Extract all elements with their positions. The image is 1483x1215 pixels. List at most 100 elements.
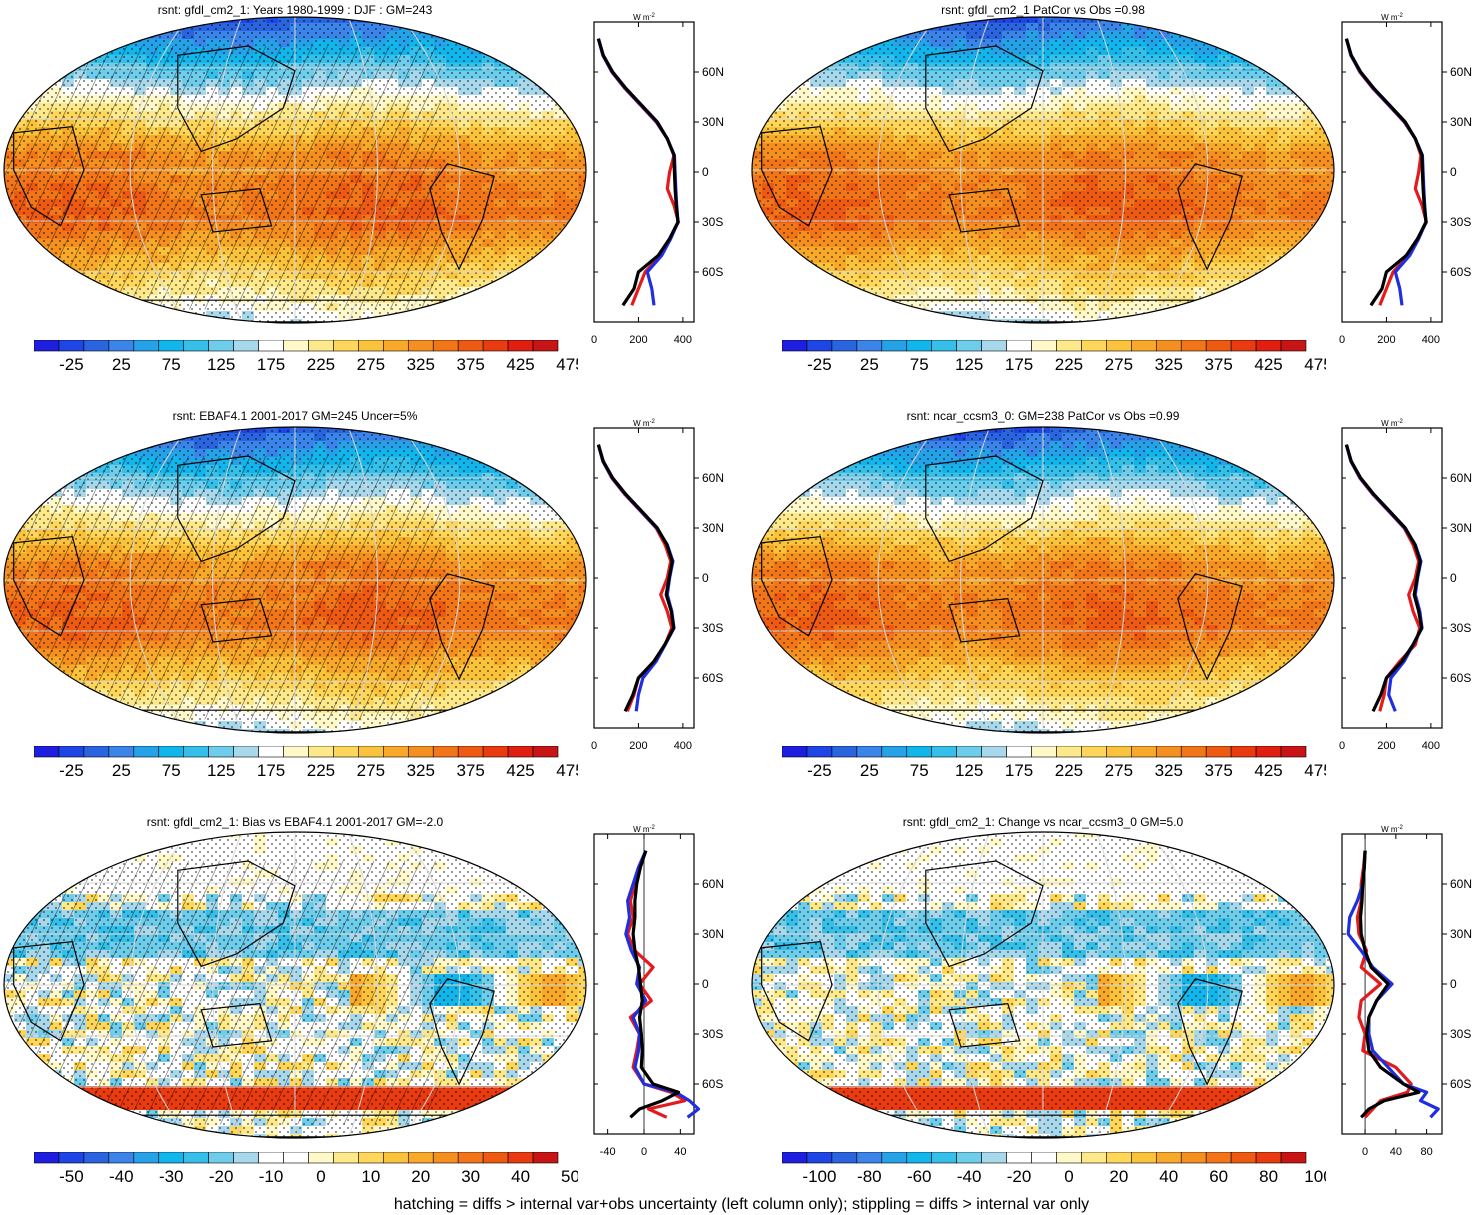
zonal-profile: W m-2 60N 30N 0 30S 60S <box>1341 13 1472 323</box>
colorbar-swatch <box>956 340 982 352</box>
colorbar-swatch <box>1155 746 1182 758</box>
robinson-map <box>3 831 587 1139</box>
colorbar-swatch <box>1180 1152 1207 1164</box>
colorbar-label: -100 <box>802 1167 836 1184</box>
colorbar-label: 475 <box>1304 355 1326 372</box>
profile-line-black <box>1358 850 1421 1119</box>
lat-tick-label: 30S <box>1450 621 1471 635</box>
colorbar-label: 75 <box>910 761 929 778</box>
colorbar-label: 275 <box>1105 761 1133 778</box>
colorbar-swatch <box>208 340 234 352</box>
colorbar-swatch <box>482 1152 509 1164</box>
map-title: rsnt: ncar_ccsm3_0: GM=238 PatCor vs Obs… <box>906 409 1180 423</box>
profile-x-tick-label: 0 <box>1338 740 1346 752</box>
colorbar-swatch <box>981 746 1007 758</box>
colorbar-swatch <box>158 746 185 758</box>
colorbar-swatch <box>1230 746 1257 758</box>
colorbar-swatch <box>1205 340 1232 352</box>
lat-tick-label: 60S <box>702 265 723 279</box>
colorbar-swatch <box>158 1152 185 1164</box>
zonal-profile: W m-2 60N 30N 0 30S 60S <box>1341 419 1472 729</box>
profile-x-tick-label: 0 <box>1362 1146 1369 1158</box>
colorbar-swatch <box>208 746 234 758</box>
profile-unit: W m-2 <box>1381 825 1403 834</box>
colorbar-swatch <box>34 340 60 352</box>
colorbar-label: 175 <box>257 355 285 372</box>
profile-x-tick-label: 40 <box>674 1146 687 1158</box>
colorbar-label: 225 <box>1055 761 1083 778</box>
colorbar-label: 325 <box>1155 761 1183 778</box>
colorbar-label: 0 <box>1064 1167 1073 1184</box>
colorbar: -25 25 75 125 175 225 275 325 375 425 475 <box>34 746 578 778</box>
lat-tick-label: 60N <box>702 471 724 485</box>
colorbar-swatch <box>507 340 534 352</box>
lat-tick-label: 0 <box>702 571 709 585</box>
profile-line-black <box>629 850 681 1119</box>
colorbar-label: -60 <box>907 1167 932 1184</box>
colorbar-swatch <box>1180 340 1207 352</box>
colorbar-label: 175 <box>257 761 285 778</box>
colorbar-swatch <box>58 746 85 758</box>
colorbar-label: -25 <box>59 355 84 372</box>
colorbar-swatch <box>108 1152 135 1164</box>
colorbar-swatch <box>956 746 982 758</box>
colorbar-label: 25 <box>860 355 879 372</box>
colorbar-swatch <box>233 1152 259 1164</box>
colorbar: -25 25 75 125 175 225 275 325 375 425 475 <box>782 340 1326 372</box>
lat-tick-label: 60N <box>1450 65 1472 79</box>
profile-x-tick-label: -40 <box>599 1146 616 1158</box>
colorbar-swatch <box>83 1152 110 1164</box>
colorbar-label: 20 <box>411 1167 430 1184</box>
lat-tick-label: 60N <box>702 877 724 891</box>
profile-line-blue <box>1344 444 1424 712</box>
colorbar-swatch <box>1131 746 1157 758</box>
colorbar-swatch <box>1006 1152 1032 1164</box>
lat-tick-label: 60S <box>1450 671 1471 685</box>
robinson-map <box>751 16 1335 324</box>
profile-x-tick-label: 400 <box>673 740 693 752</box>
colorbar-swatch <box>1106 340 1132 352</box>
colorbar-label: 60 <box>1209 1167 1228 1184</box>
colorbar-swatch <box>258 746 284 758</box>
colorbar-swatch <box>956 1152 982 1164</box>
colorbar-label: 125 <box>207 355 235 372</box>
colorbar-swatch <box>931 1152 957 1164</box>
colorbar-label: 40 <box>511 1167 530 1184</box>
colorbar-swatch <box>856 340 883 352</box>
lat-tick-label: 60N <box>1450 877 1472 891</box>
profile-x-axis: 0 40 80 <box>1338 1146 1478 1160</box>
colorbar-swatch <box>782 340 808 352</box>
profile-line-red <box>1344 444 1422 712</box>
profile-x-axis: 0 200 400 <box>590 740 730 754</box>
colorbar-swatch <box>931 746 957 758</box>
lat-tick-label: 60S <box>702 671 723 685</box>
colorbar-label: 375 <box>1204 355 1232 372</box>
colorbar-swatch <box>806 746 833 758</box>
profile-x-axis: 0 200 400 <box>590 334 730 348</box>
lat-tick-label: 0 <box>1450 977 1457 991</box>
colorbar-swatch <box>358 746 384 758</box>
colorbar-swatch <box>34 1152 60 1164</box>
colorbar-swatch <box>507 1152 534 1164</box>
colorbar-label: 125 <box>207 761 235 778</box>
colorbar: -50 -40 -30 -20 -10 0 10 20 30 40 50 <box>34 1152 578 1184</box>
colorbar-label: -10 <box>259 1167 284 1184</box>
colorbar-label: 325 <box>407 761 435 778</box>
profile-x-axis: 0 200 400 <box>1338 334 1478 348</box>
colorbar-swatch <box>881 340 908 352</box>
colorbar-label: 325 <box>407 355 435 372</box>
profile-line-black <box>596 444 676 712</box>
robinson-map <box>3 16 587 324</box>
profile-unit: W m-2 <box>1381 13 1403 22</box>
colorbar-swatch <box>906 340 933 352</box>
colorbar-swatch <box>782 1152 808 1164</box>
colorbar-swatch <box>881 1152 908 1164</box>
colorbar-label: 375 <box>456 761 484 778</box>
colorbar-label: -20 <box>1007 1167 1032 1184</box>
colorbar-swatch <box>283 746 309 758</box>
colorbar-swatch <box>1255 1152 1282 1164</box>
colorbar-swatch <box>1205 1152 1232 1164</box>
colorbar-swatch <box>158 340 185 352</box>
colorbar-swatch <box>58 1152 85 1164</box>
profile-x-tick-label: 200 <box>1377 740 1396 752</box>
